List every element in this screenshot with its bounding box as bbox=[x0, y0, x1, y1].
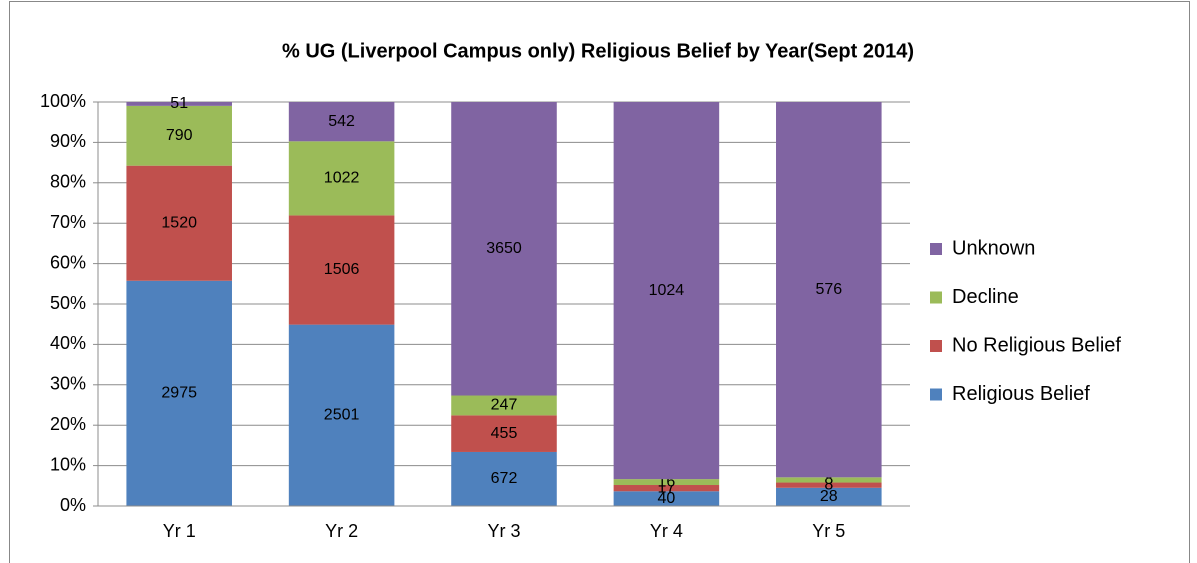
legend-swatch bbox=[930, 291, 942, 304]
bar-segment bbox=[288, 102, 395, 142]
x-tick-label: Yr 2 bbox=[325, 521, 358, 541]
bar-segment bbox=[288, 141, 395, 216]
data-label: 455 bbox=[491, 425, 518, 442]
bar-segment bbox=[613, 479, 720, 486]
legend-swatch bbox=[930, 340, 942, 352]
data-label: 51 bbox=[170, 95, 188, 112]
bar-segment bbox=[288, 324, 395, 506]
bar-segment bbox=[776, 102, 882, 478]
bar-segment bbox=[451, 415, 557, 452]
legend-label: Religious Belief bbox=[952, 383, 1090, 405]
bar-segment bbox=[613, 485, 720, 492]
data-label: 28 bbox=[820, 488, 838, 505]
y-tick-label: 90% bbox=[50, 131, 86, 151]
data-label: 1520 bbox=[161, 214, 197, 231]
data-label: 1022 bbox=[324, 170, 360, 187]
bar-segment bbox=[776, 482, 882, 488]
legend-swatch bbox=[930, 243, 942, 255]
data-label: 3650 bbox=[486, 240, 522, 257]
data-label: 1506 bbox=[324, 261, 360, 278]
data-label: 247 bbox=[491, 397, 518, 414]
data-label: 2975 bbox=[161, 385, 197, 402]
data-label: 1024 bbox=[649, 282, 685, 299]
bar-segment bbox=[126, 102, 232, 106]
bar-segment bbox=[776, 487, 882, 506]
x-tick-label: Yr 1 bbox=[163, 521, 196, 541]
data-label: 542 bbox=[328, 113, 355, 130]
bar-segment bbox=[776, 477, 882, 483]
bar-segment bbox=[451, 102, 557, 396]
y-tick-label: 80% bbox=[50, 172, 86, 192]
y-tick-label: 0% bbox=[60, 495, 86, 515]
y-tick-label: 30% bbox=[50, 374, 86, 394]
chart-title: % UG (Liverpool Campus only) Religious B… bbox=[282, 40, 914, 62]
bar-segment bbox=[451, 451, 557, 506]
data-label: 8 bbox=[824, 476, 833, 493]
bar-segment bbox=[613, 491, 720, 506]
legend-label: No Religious Belief bbox=[952, 334, 1121, 356]
y-tick-label: 100% bbox=[40, 91, 86, 111]
y-tick-label: 40% bbox=[50, 333, 86, 353]
x-tick-label: Yr 5 bbox=[812, 521, 845, 541]
y-tick-label: 10% bbox=[50, 454, 86, 474]
y-tick-label: 60% bbox=[50, 252, 86, 272]
legend-swatch bbox=[930, 388, 942, 401]
y-tick-label: 50% bbox=[50, 293, 86, 313]
legend-label: Decline bbox=[952, 286, 1019, 308]
bar-segment bbox=[613, 102, 720, 480]
bar-segment bbox=[451, 395, 557, 416]
legend-label: Unknown bbox=[952, 237, 1035, 259]
data-label: 790 bbox=[166, 127, 193, 144]
data-label: 2501 bbox=[324, 407, 360, 424]
bar-segment bbox=[126, 280, 232, 506]
x-tick-label: Yr 3 bbox=[487, 521, 520, 541]
data-label: 40 bbox=[658, 490, 676, 507]
bar-segment bbox=[126, 165, 232, 281]
y-tick-label: 70% bbox=[50, 212, 86, 232]
data-label: 672 bbox=[491, 470, 518, 487]
bar-segment bbox=[288, 215, 395, 325]
bar-segment bbox=[126, 105, 232, 166]
y-tick-label: 20% bbox=[50, 414, 86, 434]
data-label: 8 bbox=[824, 471, 833, 488]
x-tick-label: Yr 4 bbox=[650, 521, 683, 541]
data-label: 576 bbox=[815, 281, 842, 298]
